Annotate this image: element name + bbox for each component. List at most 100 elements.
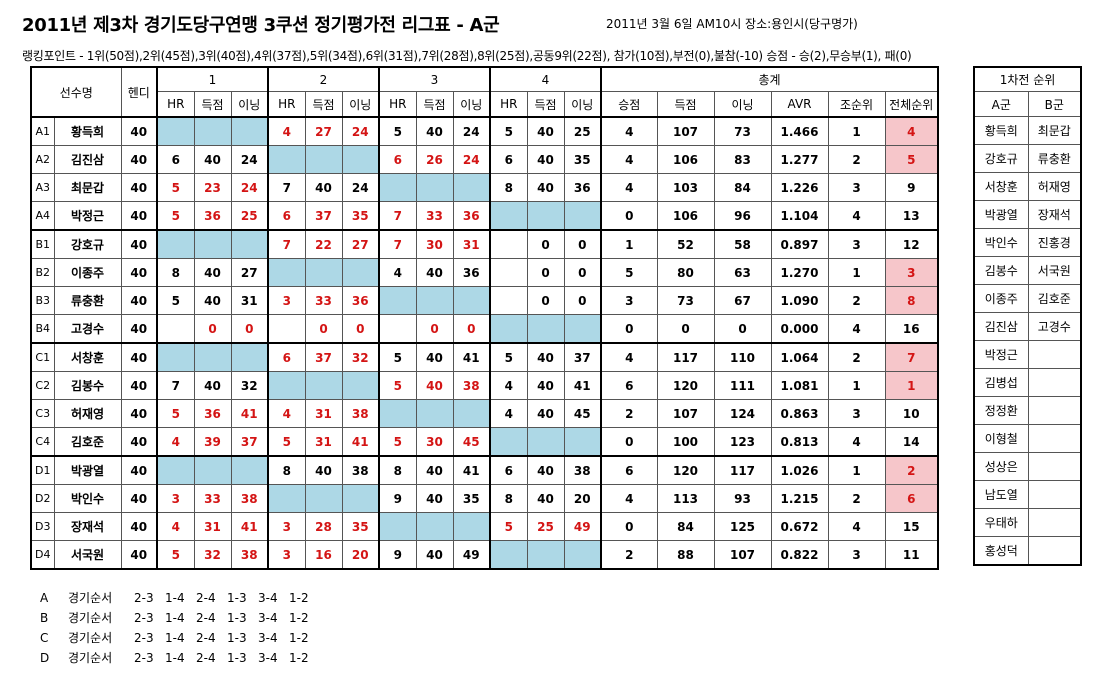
total-group-rank: 4 bbox=[827, 201, 886, 231]
player-code: C2 bbox=[30, 371, 55, 400]
side-b-name bbox=[1027, 424, 1082, 453]
side-row: 정정환 bbox=[973, 396, 1082, 425]
total-points: 0 bbox=[600, 427, 658, 457]
match-pair: 2-4 bbox=[196, 631, 216, 645]
match-pair: 1-4 bbox=[165, 631, 185, 645]
total-group-rank: 4 bbox=[827, 427, 886, 457]
match-pair: 3-4 bbox=[258, 591, 278, 605]
game-score: 36 bbox=[341, 286, 380, 315]
game-score: 5 bbox=[378, 342, 417, 372]
game-score: 31 bbox=[230, 286, 269, 315]
table-row: A1 황득희 40 4 27 24 5 40 24 5 40 25 4 107 73 1.466 1 4 bbox=[30, 116, 939, 146]
game-score: 41 bbox=[230, 399, 269, 428]
self-match-cell bbox=[415, 173, 454, 202]
self-match-cell bbox=[415, 286, 454, 315]
game-score: 5 bbox=[378, 371, 417, 400]
total-score: 103 bbox=[656, 173, 715, 202]
game-score bbox=[267, 314, 306, 344]
total-group-rank: 3 bbox=[827, 229, 886, 259]
game-score: 0 bbox=[304, 314, 343, 344]
total-innings: 123 bbox=[713, 427, 772, 457]
game-score: 22 bbox=[304, 229, 343, 259]
game-score: 40 bbox=[526, 342, 565, 372]
header-player: 선수명 bbox=[30, 66, 122, 118]
player-code: B1 bbox=[30, 229, 55, 259]
self-match-cell bbox=[304, 145, 343, 174]
self-match-cell bbox=[341, 484, 380, 513]
order-label: 경기순서 bbox=[68, 591, 113, 605]
game-score: 5 bbox=[489, 512, 528, 541]
total-group-rank: 3 bbox=[827, 399, 886, 428]
game-score: 35 bbox=[563, 145, 602, 174]
handicap: 40 bbox=[120, 512, 158, 541]
game-score: 37 bbox=[304, 201, 343, 231]
game-score: 39 bbox=[193, 427, 232, 457]
total-avr: 1.277 bbox=[770, 145, 829, 174]
total-points: 0 bbox=[600, 512, 658, 541]
total-overall-rank: 9 bbox=[884, 173, 939, 202]
total-score: 88 bbox=[656, 540, 715, 570]
total-points: 4 bbox=[600, 173, 658, 202]
table-row: A3 최문갑 40 5 23 24 7 40 24 8 40 36 4 103 84 1.226 3 9 bbox=[30, 173, 939, 202]
total-innings: 125 bbox=[713, 512, 772, 541]
total-avr: 1.215 bbox=[770, 484, 829, 513]
game-score: 36 bbox=[193, 399, 232, 428]
game-score: 0 bbox=[563, 258, 602, 287]
side-title: 1차전 순위 bbox=[973, 66, 1082, 92]
total-avr: 0.000 bbox=[770, 314, 829, 344]
game-score: 4 bbox=[489, 399, 528, 428]
game-score: 40 bbox=[415, 342, 454, 372]
player-name: 강호규 bbox=[53, 229, 122, 259]
handicap: 40 bbox=[120, 342, 158, 372]
game-score: 6 bbox=[156, 145, 195, 174]
game-score: 5 bbox=[267, 427, 306, 457]
side-a-name: 황득희 bbox=[973, 116, 1029, 145]
total-innings: 110 bbox=[713, 342, 772, 372]
handicap: 40 bbox=[120, 540, 158, 570]
game-score: 24 bbox=[341, 173, 380, 202]
handicap: 40 bbox=[120, 145, 158, 174]
table-row: B1 강호규 40 7 22 27 7 30 31 0 0 1 52 58 0.897 3 12 bbox=[30, 229, 939, 259]
total-overall-rank: 5 bbox=[884, 145, 939, 174]
game-score: 6 bbox=[267, 201, 306, 231]
game-score: 3 bbox=[156, 484, 195, 513]
side-row: 홍성덕 bbox=[973, 536, 1082, 566]
order-label: 경기순서 bbox=[68, 651, 113, 665]
total-innings: 84 bbox=[713, 173, 772, 202]
game-score bbox=[156, 314, 195, 344]
game-score: 25 bbox=[230, 201, 269, 231]
side-b-name: 김호준 bbox=[1027, 284, 1082, 313]
game-score: 20 bbox=[563, 484, 602, 513]
game-score: 40 bbox=[526, 173, 565, 202]
game-score: 32 bbox=[230, 371, 269, 400]
total-points: 6 bbox=[600, 371, 658, 400]
self-match-cell bbox=[378, 512, 417, 541]
total-group-rank: 4 bbox=[827, 314, 886, 344]
total-overall-rank: 12 bbox=[884, 229, 939, 259]
game-score: 4 bbox=[378, 258, 417, 287]
side-row: 남도열 bbox=[973, 480, 1082, 509]
side-a-name: 이종주 bbox=[973, 284, 1029, 313]
game-score: 49 bbox=[563, 512, 602, 541]
player-name: 류충환 bbox=[53, 286, 122, 315]
game-score: 24 bbox=[230, 173, 269, 202]
game-score: 38 bbox=[563, 455, 602, 485]
game-score: 9 bbox=[378, 540, 417, 570]
total-points: 2 bbox=[600, 540, 658, 570]
total-overall-rank: 14 bbox=[884, 427, 939, 457]
side-row: 김진삼 고경수 bbox=[973, 312, 1082, 341]
game-score: 24 bbox=[452, 116, 491, 146]
total-group-rank: 2 bbox=[827, 484, 886, 513]
total-points: 4 bbox=[600, 342, 658, 372]
self-match-cell bbox=[193, 455, 232, 485]
self-match-cell bbox=[267, 371, 306, 400]
player-name: 서국원 bbox=[53, 540, 122, 570]
match-pair: 1-3 bbox=[227, 631, 247, 645]
side-row: 김봉수 서국원 bbox=[973, 256, 1082, 285]
side-row: 이형철 bbox=[973, 424, 1082, 453]
self-match-cell bbox=[230, 342, 269, 372]
self-match-cell bbox=[341, 371, 380, 400]
match-pair: 2-4 bbox=[196, 611, 216, 625]
game-score: 40 bbox=[415, 484, 454, 513]
total-score: 106 bbox=[656, 201, 715, 231]
